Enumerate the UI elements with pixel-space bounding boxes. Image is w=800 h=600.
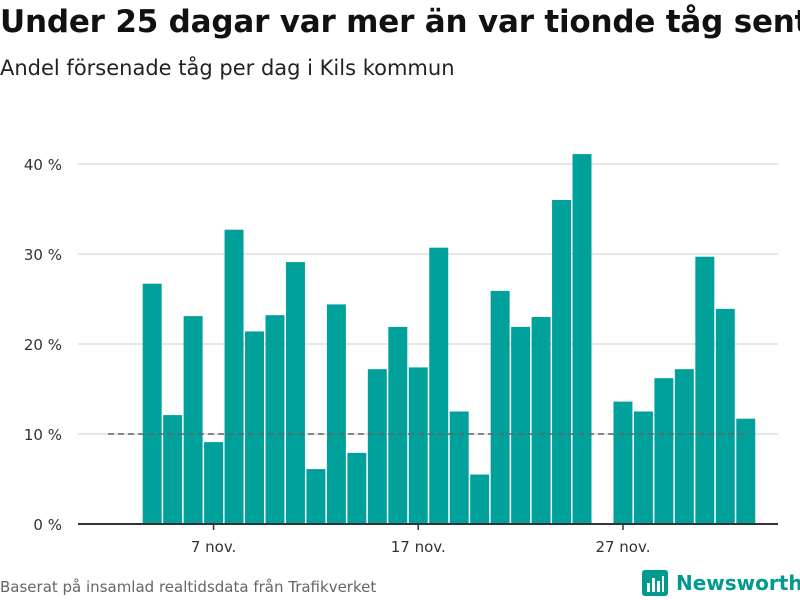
bar — [715, 308, 735, 524]
bar — [142, 283, 162, 524]
x-tick-label: 17 nov. — [391, 538, 446, 556]
bar — [572, 154, 592, 524]
chart-subtitle: Andel försenade tåg per dag i Kils kommu… — [0, 56, 455, 80]
bar — [163, 415, 183, 524]
bar — [552, 200, 572, 524]
bar — [736, 418, 756, 524]
bar — [429, 247, 449, 524]
bar — [408, 367, 428, 524]
bar — [224, 229, 244, 524]
source-note: Baserat på insamlad realtidsdata från Tr… — [0, 578, 377, 596]
bar — [633, 411, 653, 524]
bar — [204, 442, 224, 524]
bar — [490, 290, 510, 524]
bar — [654, 378, 674, 524]
bar — [265, 315, 285, 524]
bar — [347, 452, 367, 524]
y-tick-label: 30 % — [24, 246, 62, 264]
newsworthy-brand[interactable]: Newsworthy — [642, 568, 800, 598]
y-tick-label: 40 % — [24, 156, 62, 174]
bar — [449, 411, 469, 524]
bar — [531, 317, 551, 524]
bar — [183, 316, 203, 524]
y-tick-label: 10 % — [24, 426, 62, 444]
y-tick-label: 0 % — [33, 516, 62, 534]
newsworthy-logo-icon — [642, 570, 668, 596]
y-tick-label: 20 % — [24, 336, 62, 354]
bar — [306, 469, 326, 524]
bar — [388, 326, 408, 524]
bar — [674, 369, 694, 524]
x-tick-label: 7 nov. — [191, 538, 236, 556]
chart-title: Under 25 dagar var mer än var tionde tåg… — [0, 4, 800, 40]
bar — [285, 262, 305, 524]
bars — [142, 154, 756, 524]
bar — [511, 326, 531, 524]
x-tick-label: 27 nov. — [595, 538, 650, 556]
bar — [695, 256, 715, 524]
y-axis-ticks: 0 % 10 % 20 % 30 % 40 % — [24, 156, 62, 534]
x-axis-ticks: 7 nov. 17 nov. 27 nov. — [191, 524, 650, 556]
bar — [326, 304, 346, 524]
bar — [367, 369, 387, 524]
bar — [470, 474, 490, 524]
brand-name: Newsworthy — [676, 571, 800, 595]
bar — [613, 401, 633, 524]
bar — [245, 331, 264, 524]
